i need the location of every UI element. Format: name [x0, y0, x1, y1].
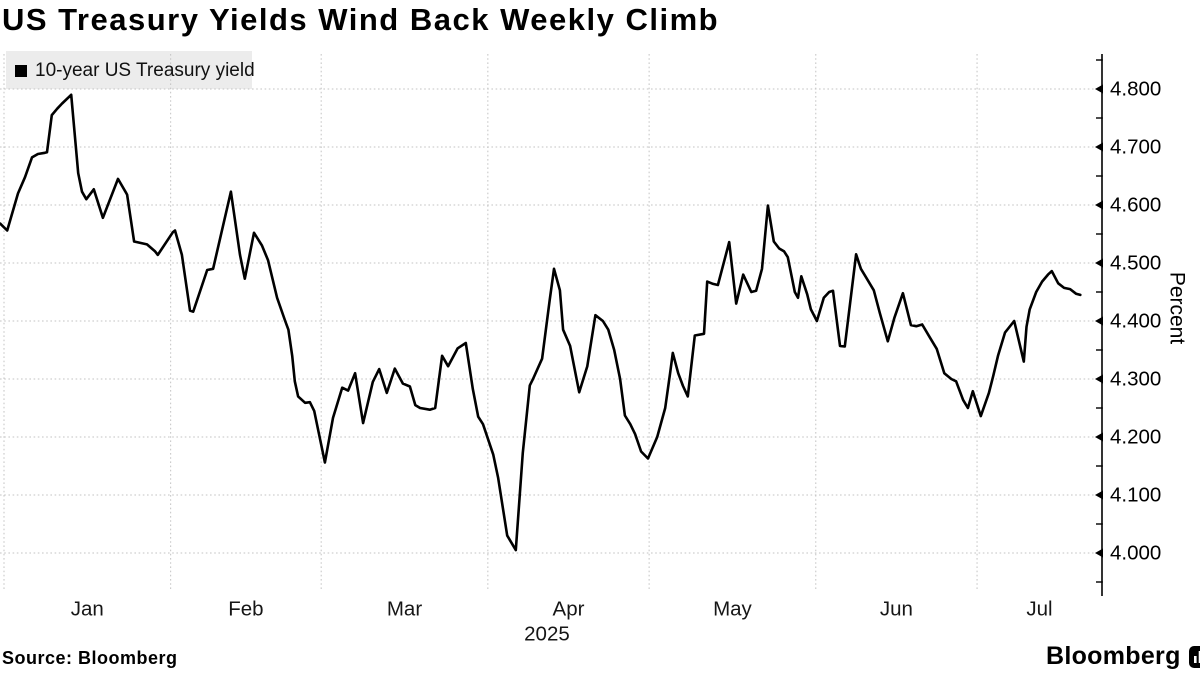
- y-tick-arrow: [1095, 490, 1103, 500]
- y-tick-label: 4.700: [1110, 136, 1161, 159]
- x-tick-label: Jun: [880, 598, 913, 621]
- y-tick-label: 4.400: [1110, 310, 1161, 333]
- y-tick-arrow: [1095, 374, 1103, 384]
- legend-label: 10-year US Treasury yield: [35, 60, 255, 81]
- x-year-label: 2025: [524, 623, 570, 646]
- legend-swatch-icon: [15, 65, 27, 77]
- y-tick-label: 4.800: [1110, 78, 1161, 101]
- source-credit: Source: Bloomberg: [2, 648, 178, 668]
- x-tick-label: Jul: [1026, 598, 1052, 621]
- bloomberg-logo-text: Bloomberg: [1046, 642, 1181, 670]
- x-tick-label: Feb: [228, 598, 263, 621]
- y-tick-arrow: [1095, 316, 1103, 326]
- legend-background: [6, 51, 252, 89]
- y-tick-arrow: [1095, 142, 1103, 152]
- y-tick-arrow: [1095, 548, 1103, 558]
- x-tick-label: Jan: [71, 598, 104, 621]
- x-tick-label: Mar: [387, 598, 422, 621]
- y-tick-arrow: [1095, 84, 1103, 94]
- y-tick-label: 4.500: [1110, 252, 1161, 275]
- x-tick-label: Apr: [553, 598, 585, 621]
- page-title: US Treasury Yields Wind Back Weekly Clim…: [2, 2, 720, 37]
- y-tick-label: 4.000: [1110, 542, 1161, 565]
- yield-line: [0, 93, 1082, 552]
- y-axis-title: Percent: [1166, 272, 1189, 345]
- y-tick-arrow: [1095, 258, 1103, 268]
- bloomberg-branding: Bloomberg: [1046, 642, 1200, 671]
- y-tick-label: 4.600: [1110, 194, 1161, 217]
- y-tick-arrow: [1095, 200, 1103, 210]
- y-tick-label: 4.200: [1110, 426, 1161, 449]
- y-tick-label: 4.100: [1110, 484, 1161, 507]
- legend: 10-year US Treasury yield: [15, 60, 255, 82]
- bloomberg-bars-icon: [1188, 645, 1200, 668]
- x-tick-label: May: [713, 598, 752, 621]
- y-tick-arrow: [1095, 432, 1103, 442]
- y-tick-label: 4.300: [1110, 368, 1161, 391]
